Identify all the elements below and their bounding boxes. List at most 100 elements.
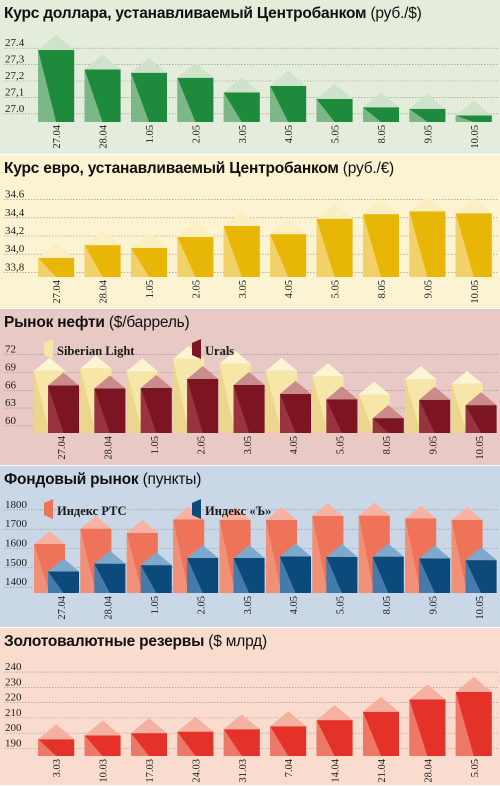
oil-market-bar-b-2.05-top	[187, 366, 219, 380]
usd-rate-bar-9.05-top	[409, 93, 446, 109]
oil-market-bar-a-4.05-side	[266, 370, 282, 433]
oil-market-bar-b-27.04	[48, 372, 79, 433]
stock-market-legend-label-2: Индекс «Ъ»	[205, 504, 271, 518]
eur-rate-bar-28.04	[84, 230, 121, 277]
oil-market-title-text: Рынок нефти	[4, 314, 105, 331]
usd-rate-x-axis: 27.04 28.04 1.05 2.05 3.05 4.05 5.05 8.05 9.05 10…	[52, 124, 481, 148]
usd-rate-bar-28.04-side	[84, 69, 103, 122]
stock-market-bar-b-2.05	[187, 544, 219, 593]
eur-rate-bar-5.05	[316, 203, 353, 277]
reserves-bar-3.03	[38, 724, 75, 756]
oil-market-x-tick-label: 3.05	[243, 436, 254, 454]
usd-rate-bar-5.05-side	[316, 99, 335, 122]
oil-market-bar-b-2.05	[187, 366, 219, 433]
oil-market-x-tick-label: 1.05	[150, 436, 161, 454]
stock-market-x-tick-label: 4.05	[289, 596, 300, 614]
reserves-bar-7.04-top	[270, 711, 307, 727]
stock-market-bar-a-4.05-top	[266, 507, 297, 521]
usd-rate-y-axis: 27.4 27,3 27,2 27,1 27.0	[5, 37, 25, 115]
eur-rate-x-tick-label: 10.05	[470, 280, 481, 304]
oil-market-bars	[34, 345, 497, 433]
stock-market-bar-a-9.05-side	[405, 518, 421, 593]
eur-rate-bar-10.05	[455, 198, 492, 277]
usd-rate-bar-8.05-side	[363, 107, 381, 122]
eur-rate-bar-27.04-top	[38, 242, 75, 258]
usd-rate-y-tick-label: 27,3	[5, 54, 25, 66]
eur-rate-x-tick-label: 5.05	[331, 280, 342, 298]
eur-rate-title-text: Курс евро, устанавливаемый Центробанком	[4, 160, 339, 177]
oil-market-bar-b-28.04	[94, 375, 126, 433]
oil-market-x-tick-label: 4.05	[289, 436, 300, 454]
stock-market-bar-b-27.04-side	[48, 571, 64, 593]
eur-rate-x-tick-label: 27.04	[52, 279, 63, 303]
stock-market-bar-a-28.04-top	[80, 515, 112, 529]
usd-rate-y-tick-label: 27.0	[5, 103, 25, 115]
usd-rate-bar-3.05	[223, 77, 260, 122]
reserves-bars	[38, 676, 492, 756]
oil-market-bar-b-2.05-side	[187, 379, 203, 433]
stock-market-bar-a-27.04-side	[34, 544, 50, 593]
usd-rate-y-tick-label: 27,1	[5, 86, 24, 98]
reserves-bar-24.03-side	[177, 731, 196, 756]
stock-market-bar-b-5.05-side	[326, 556, 342, 593]
stock-market-bar-a-27.04-top	[34, 531, 65, 545]
eur-rate-bar-8.05	[363, 199, 399, 277]
oil-market-bar-a-3.05-top	[219, 350, 251, 364]
reserves-x-tick-label: 3.03	[52, 759, 63, 777]
usd-rate-background	[0, 0, 500, 155]
stock-market-x-tick-label: 3.05	[243, 596, 254, 614]
eur-rate-x-tick-label: 4.05	[284, 280, 295, 298]
oil-market-bar-a-1.05-side	[126, 371, 143, 433]
reserves-y-tick-label: 220	[5, 692, 22, 704]
stock-market-title-text: Фондовый рынок	[4, 471, 139, 488]
oil-market-x-tick-label: 10.05	[475, 436, 486, 460]
reserves-title-text: Золотовалютные резервы	[4, 633, 205, 650]
reserves-bar-3.03-top	[38, 724, 75, 740]
stock-market-y-tick-label: 1600	[5, 538, 28, 550]
oil-market-legend: Siberian Light Urals	[44, 339, 234, 359]
oil-market-legend-label-1: Siberian Light	[57, 344, 135, 358]
stock-market-bar-a-1.05-side	[126, 532, 143, 593]
reserves-bar-17.03-side	[131, 733, 149, 756]
stock-market-bar-b-27.04	[48, 558, 79, 593]
stock-market-x-tick-label: 8.05	[382, 596, 393, 614]
stock-market-bar-b-4.05	[280, 543, 311, 593]
stock-market-bar-b-5.05-top	[326, 543, 358, 557]
eur-rate-bar-3.05-top	[223, 210, 260, 226]
stock-market-bar-b-9.05-side	[419, 558, 435, 593]
eur-rate-x-tick-label: 8.05	[377, 280, 388, 298]
oil-market-bar-a-5.05-top	[312, 363, 344, 377]
stock-market-legend: Индекс РТС Индекс «Ъ»	[44, 499, 271, 519]
stock-market-bar-b-8.05-top	[372, 543, 404, 557]
eur-rate-y-tick-label: 33,8	[5, 261, 25, 273]
eur-rate-unit: (руб./€)	[342, 160, 395, 177]
stock-market-legend-swatch-2	[192, 499, 201, 519]
usd-rate-bar-2.05-top	[177, 62, 214, 78]
eur-rate-bar-28.04-top	[84, 230, 121, 246]
eur-rate-y-tick-label: 34,2	[5, 225, 24, 237]
stock-market-bar-b-1.05-side	[140, 565, 157, 593]
reserves-unit: ($ млрд)	[208, 633, 267, 650]
reserves-bar-7.04-side	[270, 726, 289, 756]
usd-rate-x-tick-label: 28.04	[99, 124, 110, 148]
usd-rate-x-tick-label: 3.05	[238, 125, 249, 143]
reserves-x-tick-label: 14.04	[331, 758, 342, 782]
eur-rate-chart: 34.6 34,4 34,2 34,0 33,8 27.04 28.04 1.05 2.05 3.…	[0, 155, 500, 309]
oil-market-x-tick-label: 9.05	[428, 436, 439, 454]
oil-market-bar-b-10.05-side	[465, 405, 482, 433]
stock-market-bar-a-3.05-side	[219, 519, 236, 593]
oil-market-bar-b-28.04-top	[94, 375, 126, 389]
usd-rate-x-tick-label: 5.05	[331, 125, 342, 143]
stock-market-bar-b-28.04-side	[94, 563, 110, 593]
usd-rate-bar-10.05	[455, 100, 492, 122]
oil-market-bar-b-9.05	[419, 386, 451, 433]
stock-market-x-tick-label: 9.05	[428, 596, 439, 614]
stock-market-bar-a-1.05-top	[126, 519, 158, 533]
oil-market-x-tick-label: 27.04	[57, 435, 68, 459]
usd-rate-bar-8.05	[363, 92, 399, 122]
usd-rate-title: Курс доллара, устанавливаемый Центробанк…	[4, 5, 422, 23]
oil-market-bar-a-9.05-top	[405, 366, 437, 380]
eur-rate-y-tick-label: 34,0	[5, 243, 25, 255]
usd-rate-bar-28.04	[84, 54, 121, 122]
